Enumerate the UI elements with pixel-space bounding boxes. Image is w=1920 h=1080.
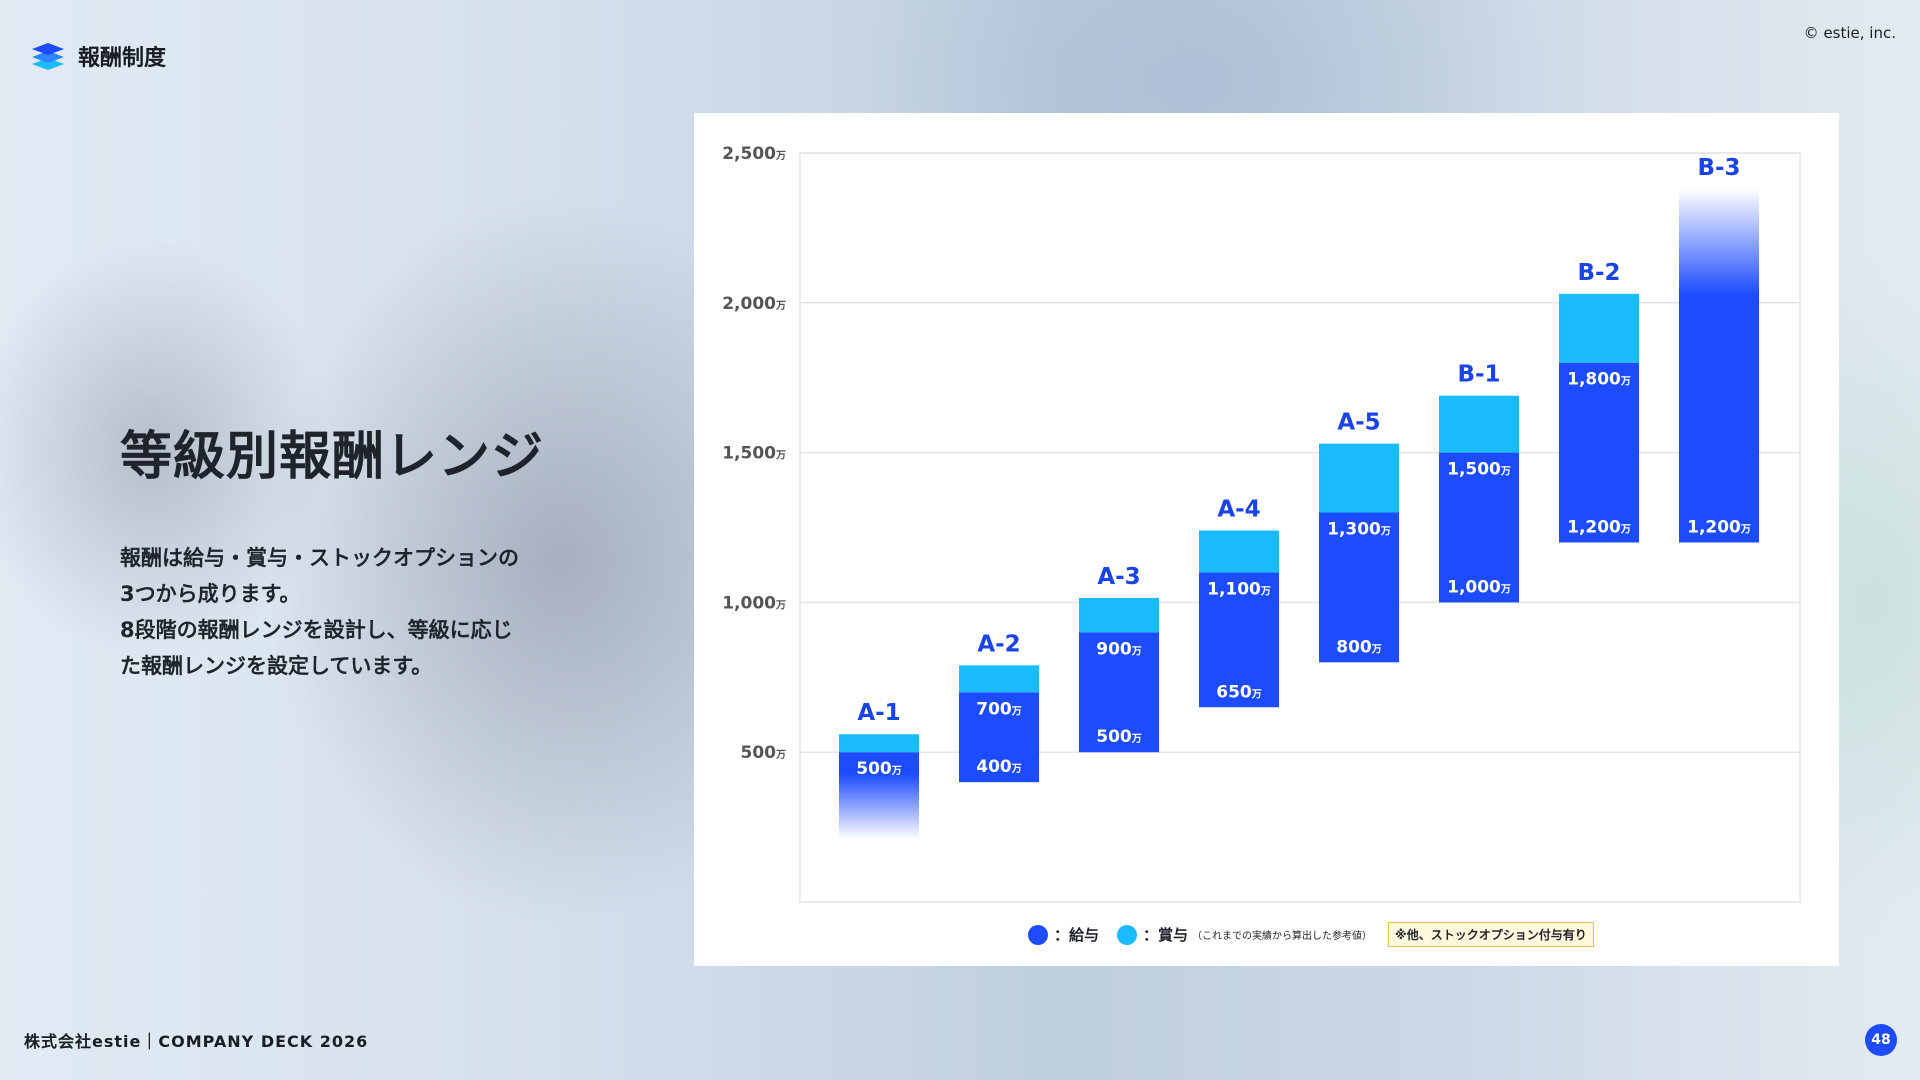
bonus-swatch-icon <box>1117 924 1138 945</box>
description-line: 3つから成ります。 <box>120 582 301 606</box>
section-title: 報酬制度 <box>78 46 167 71</box>
legend-salary: ：給与 <box>1054 926 1100 944</box>
chart-panel <box>694 113 1839 966</box>
stock-option-note: ※他、ストックオプション付与有り <box>1388 922 1594 947</box>
legend-bonus: ：賞与 <box>1143 926 1189 944</box>
header-logo: 報酬制度 <box>30 40 166 72</box>
page-title: 等級別報酬レンジ <box>120 427 545 487</box>
salary-swatch-icon <box>1028 924 1048 945</box>
description-line: 8段階の報酬レンジを設計し、等級に応じ <box>120 618 513 642</box>
description-line: た報酬レンジを設定しています。 <box>120 654 433 678</box>
page-number: 48 <box>1865 1024 1897 1056</box>
legend-bonus-note: （これまでの実績から算出した参考値） <box>1192 931 1373 942</box>
description-line: 報酬は給与・賞与・ストックオプションの <box>120 546 519 570</box>
copyright: © estie, inc. <box>1803 24 1896 42</box>
footer-text: 株式会社estie｜COMPANY DECK 2026 <box>24 1032 369 1051</box>
chart-legend: ：給与 ：賞与 （これまでの実績から算出した参考値） ※他、ストックオプション付… <box>1028 922 1594 947</box>
description: 報酬は給与・賞与・ストックオプションの 3つから成ります。 8段階の報酬レンジを… <box>120 540 550 684</box>
layers-icon <box>32 43 64 70</box>
